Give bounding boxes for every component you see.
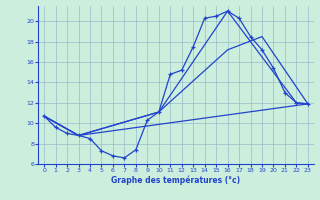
X-axis label: Graphe des températures (°c): Graphe des températures (°c) — [111, 176, 241, 185]
